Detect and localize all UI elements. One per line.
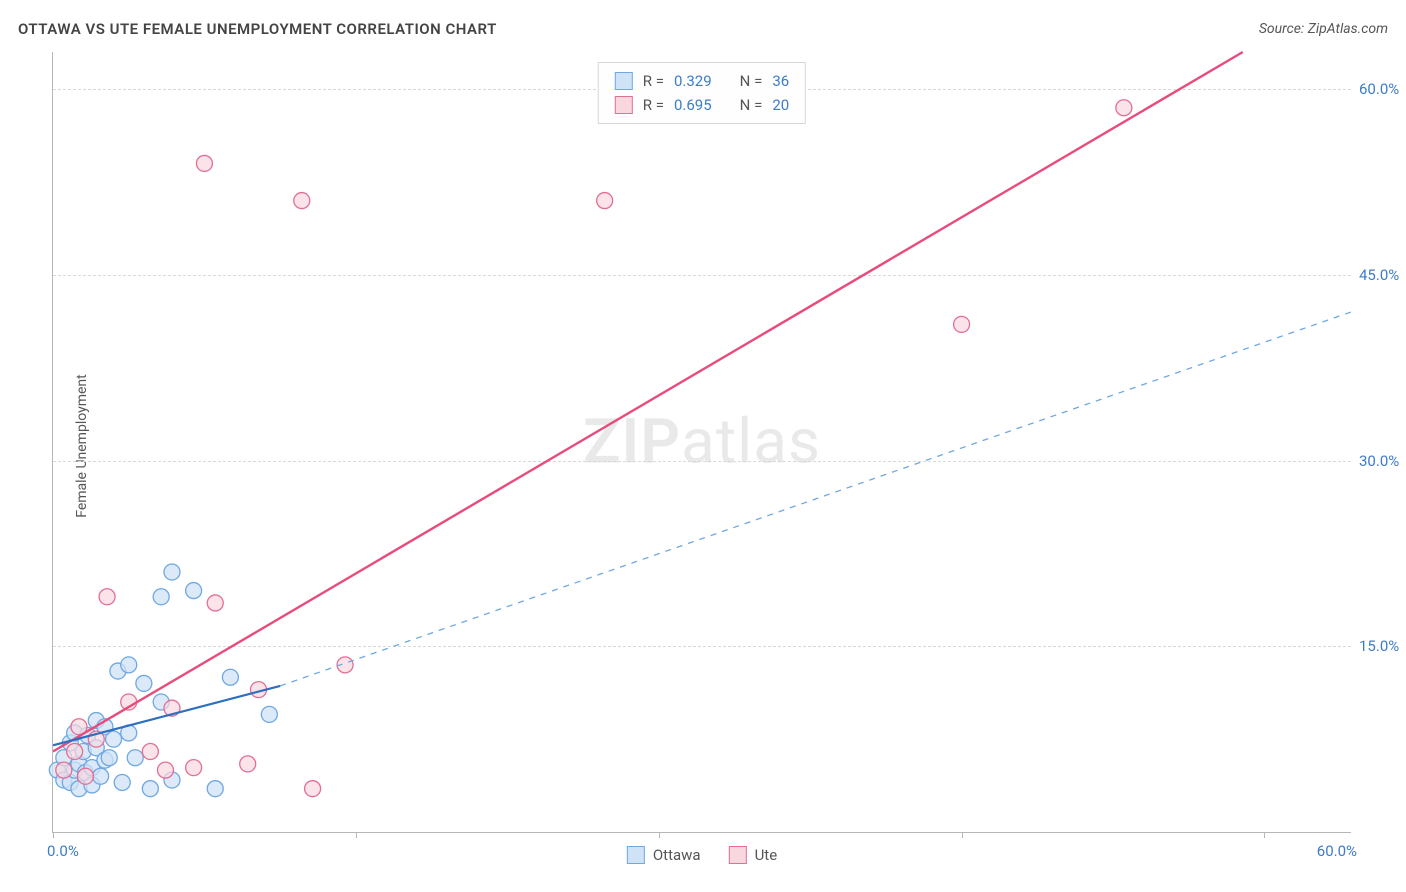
- ute-point: [196, 155, 212, 171]
- ute-point: [597, 193, 613, 209]
- r-value: 0.329: [674, 69, 712, 93]
- chart-header: OTTAWA VS UTE FEMALE UNEMPLOYMENT CORREL…: [18, 20, 1388, 38]
- x-axis-min-label: 0.0%: [47, 842, 79, 860]
- y-tick-label: 45.0%: [1359, 266, 1406, 284]
- ute-point: [305, 781, 321, 797]
- ute-point: [954, 316, 970, 332]
- ute-point: [186, 760, 202, 776]
- n-value: 36: [772, 69, 789, 93]
- trend-line: [53, 686, 280, 745]
- x-tick: [53, 832, 54, 838]
- x-tick: [659, 832, 660, 838]
- ottawa-point: [164, 564, 180, 580]
- series-label: Ottawa: [653, 846, 701, 864]
- x-tick: [356, 832, 357, 838]
- ottawa-point: [121, 657, 137, 673]
- trend-line: [53, 52, 1243, 752]
- ute-point: [240, 756, 256, 772]
- scatter-svg: [53, 52, 1351, 832]
- chart-plot-area: ZIPatlas 15.0%30.0%45.0%60.0% R =0.329N …: [52, 52, 1351, 833]
- legend-swatch: [627, 846, 645, 864]
- r-label: R =: [643, 69, 664, 93]
- ottawa-point: [106, 731, 122, 747]
- ottawa-point: [101, 750, 117, 766]
- series-legend-item: Ute: [729, 846, 778, 864]
- ottawa-point: [153, 589, 169, 605]
- ute-point: [67, 744, 83, 760]
- chart-source: Source: ZipAtlas.com: [1259, 21, 1388, 37]
- r-label: R =: [643, 93, 664, 117]
- n-label: N =: [740, 69, 763, 93]
- y-tick-label: 60.0%: [1359, 80, 1406, 98]
- ottawa-point: [93, 768, 109, 784]
- correlation-row: R = 0.329 N = 36: [615, 69, 789, 93]
- ottawa-point: [142, 781, 158, 797]
- ottawa-point: [186, 583, 202, 599]
- r-value: 0.695: [674, 93, 712, 117]
- ottawa-point: [222, 669, 238, 685]
- correlation-legend: R = 0.329 N = 36 R = 0.695 N = 20: [598, 62, 806, 124]
- ottawa-point: [261, 706, 277, 722]
- x-tick: [1264, 832, 1265, 838]
- ute-point: [294, 193, 310, 209]
- ute-point: [142, 744, 158, 760]
- ute-point: [56, 762, 72, 778]
- series-legend-item: Ottawa: [627, 846, 701, 864]
- legend-swatch: [615, 72, 633, 90]
- n-value: 20: [772, 93, 789, 117]
- correlation-row: R = 0.695 N = 20: [615, 93, 789, 117]
- ute-point: [77, 768, 93, 784]
- ottawa-point: [114, 774, 130, 790]
- trend-line: [280, 312, 1351, 686]
- ute-point: [157, 762, 173, 778]
- series-legend: Ottawa Ute: [627, 846, 777, 864]
- chart-title: OTTAWA VS UTE FEMALE UNEMPLOYMENT CORREL…: [18, 20, 497, 38]
- y-tick-label: 30.0%: [1359, 452, 1406, 470]
- ottawa-point: [136, 675, 152, 691]
- x-tick: [962, 832, 963, 838]
- n-label: N =: [740, 93, 763, 117]
- ottawa-point: [127, 750, 143, 766]
- x-axis-max-label: 60.0%: [1317, 842, 1357, 860]
- ute-point: [207, 595, 223, 611]
- y-tick-label: 15.0%: [1359, 637, 1406, 655]
- legend-swatch: [729, 846, 747, 864]
- ute-point: [1116, 100, 1132, 116]
- legend-swatch: [615, 96, 633, 114]
- ottawa-point: [207, 781, 223, 797]
- ute-point: [99, 589, 115, 605]
- series-label: Ute: [755, 846, 778, 864]
